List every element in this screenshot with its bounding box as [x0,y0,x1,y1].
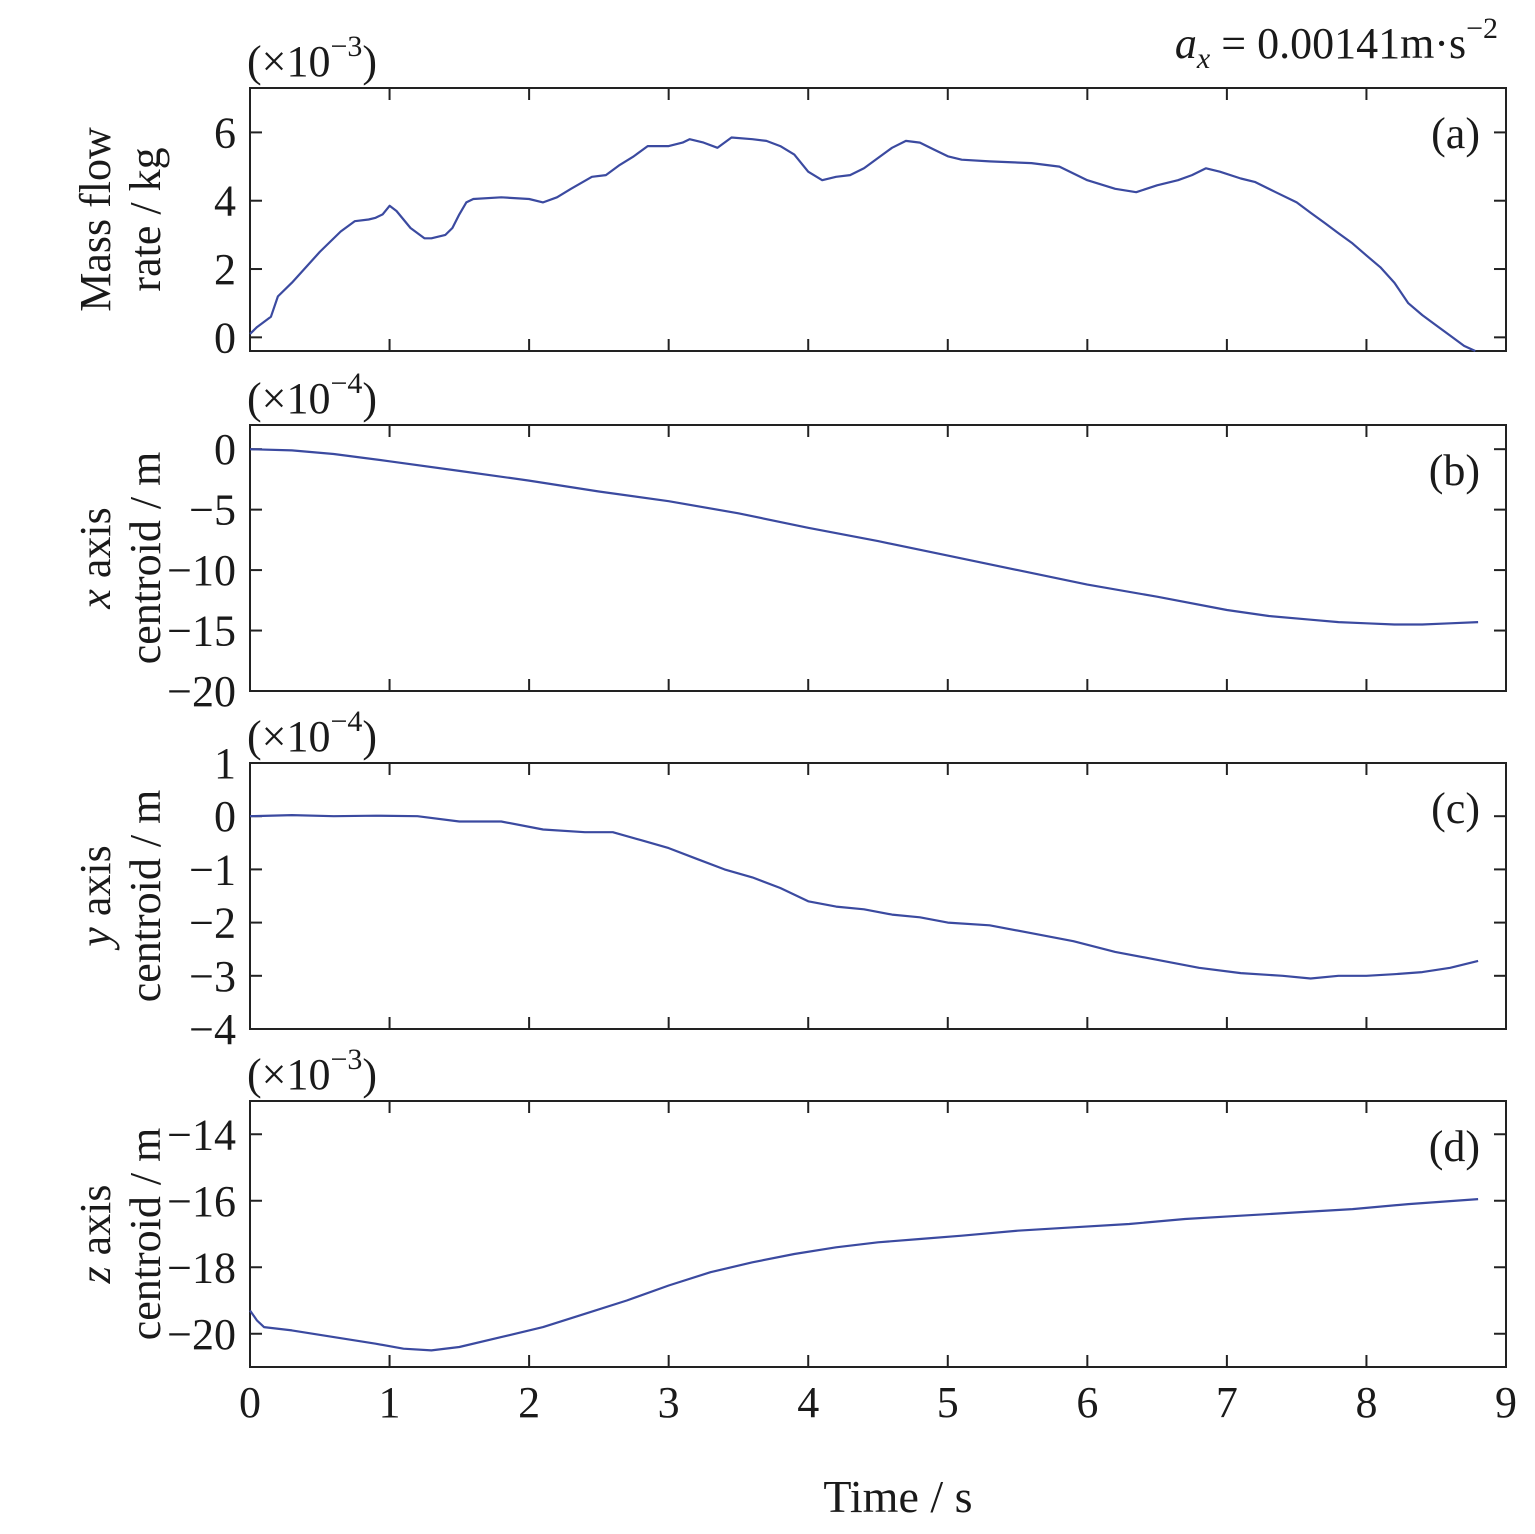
x-tick-label: 4 [797,1378,819,1427]
annotation-sub: x [1196,42,1211,75]
multiplier-base: (×10 [247,1050,330,1099]
panel-d-series-line [249,1198,1479,1352]
panel-d-y-label: z axiscentroid / m [71,1128,170,1341]
y-tick-label: −15 [167,607,236,656]
multiplier-close: ) [362,37,377,86]
y-tick-label: 6 [214,108,236,157]
panel-b: 0 −5 −10 −15 −20 (×10−4) (b) x axiscentroid / m [71,367,1507,716]
y-label-text: centroid / m [121,452,170,665]
y-tick-label: −20 [167,1310,236,1359]
y-tick-label: −1 [189,845,236,894]
x-tick-label: 7 [1216,1378,1238,1427]
panel-b-multiplier: (×10−4) [247,367,377,423]
multiplier-exponent: −4 [330,367,362,400]
x-tick-label: 1 [379,1378,401,1427]
y-label-text: rate / kg [121,147,170,291]
panel-d-multiplier: (×10−3) [247,1043,377,1099]
y-label-text: y [71,927,120,951]
annotation-text: = 0.00141m·s [1210,19,1466,68]
y-label-text: axis [71,1184,120,1266]
x-tick-label: 0 [239,1378,261,1427]
multiplier-close: ) [362,374,377,423]
y-tick-label: −3 [189,952,236,1001]
x-tick-label: 3 [658,1378,680,1427]
y-label-text: centroid / m [121,790,170,1003]
multiplier-base: (×10 [247,37,330,86]
panel-c-frame [249,762,1507,1030]
panel-b-y-label: x axiscentroid / m [71,452,170,665]
panel-a-tag: (a) [1431,109,1480,158]
y-tick-label: 1 [214,739,236,788]
y-label-text: Mass flow [71,127,120,312]
y-tick-label: −4 [189,1005,236,1054]
x-tick-label: 8 [1355,1378,1377,1427]
x-tick-label: 9 [1495,1378,1517,1427]
panel-b-series-line [249,448,1479,626]
y-tick-label: −16 [167,1177,236,1226]
y-tick-label: 0 [214,425,236,474]
panel-c-y-label: y axiscentroid / m [71,790,170,1003]
y-tick-label: −14 [167,1110,236,1159]
panel-b-tag: (b) [1429,446,1480,495]
y-tick-label: 0 [214,313,236,362]
x-tick-label: 6 [1076,1378,1098,1427]
acceleration-annotation: ax = 0.00141m·s−2 [1175,12,1498,75]
y-tick-label: −10 [167,546,236,595]
multiplier-base: (×10 [247,712,330,761]
multiplier-exponent: −3 [330,30,362,63]
y-label-text: z [71,1266,120,1284]
multiplier-close: ) [362,712,377,761]
panel-c-series-line [249,813,1479,980]
panel-c-tag: (c) [1431,784,1480,833]
x-tick-label: 5 [937,1378,959,1427]
panel-b-frame [249,424,1507,692]
y-tick-label: −5 [189,486,236,535]
y-label-text: centroid / m [121,1128,170,1341]
panel-a-multiplier: (×10−3) [247,30,377,86]
annotation-var: a [1175,19,1197,68]
panel-d-tag: (d) [1429,1122,1480,1171]
x-tick-label: 2 [518,1378,540,1427]
y-label-text: x [71,589,120,610]
panel-a-series-line [249,136,1476,353]
y-tick-label: −20 [167,667,236,716]
y-tick-label: 2 [214,245,236,294]
multiplier-exponent: −3 [330,1043,362,1076]
y-tick-label: 4 [214,177,236,226]
y-label-text: axis [71,507,120,589]
panel-d: 0 1 2 3 4 5 6 7 8 9 −14 −16 −18 −20 (×10−3) (d) z axisce… [71,1043,1517,1427]
y-tick-label: −2 [189,899,236,948]
annotation-exp: −2 [1466,12,1498,45]
panel-c: 10−1−2−3−4(×10−4)(c)y axiscentroid / m [71,705,1507,1054]
panel-d-frame [249,1100,1507,1368]
y-tick-label: −18 [167,1243,236,1292]
y-label-text: axis [71,845,120,927]
x-axis-label: Time / s [823,1471,972,1522]
multiplier-close: ) [362,1050,377,1099]
y-tick-label: 0 [214,792,236,841]
multiplier-base: (×10 [247,374,330,423]
panel-a-y-label: Mass flowrate / kg [71,127,170,312]
panel-a: 0 2 4 6(×10−3) (a) Mass flowrate / kg [71,30,1507,362]
panel-a-frame [249,87,1507,352]
panel-c-multiplier: (×10−4) [247,705,377,761]
multiplier-exponent: −4 [330,705,362,738]
